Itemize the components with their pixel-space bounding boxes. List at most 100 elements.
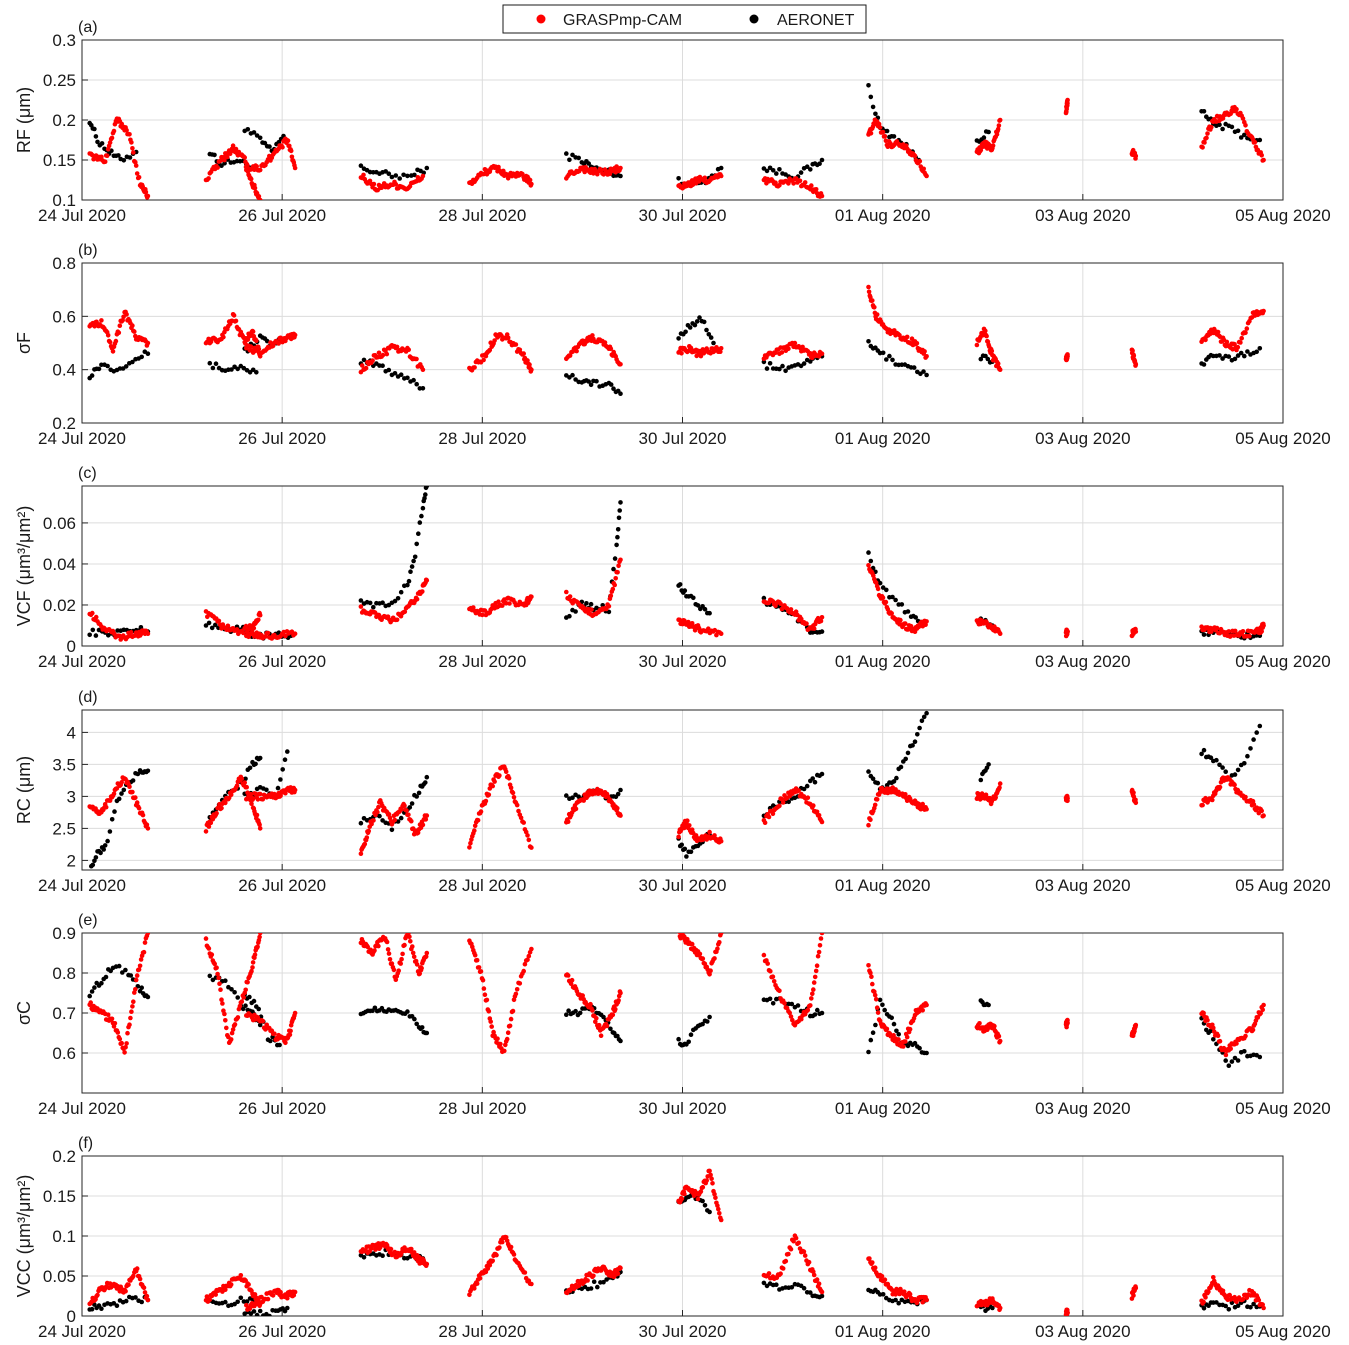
point-aeronet xyxy=(90,627,96,633)
point-graspmp-cam xyxy=(924,806,929,812)
point-graspmp-cam xyxy=(815,953,821,959)
point-aeronet xyxy=(101,847,106,852)
point-aeronet xyxy=(588,601,594,607)
point-graspmp-cam xyxy=(715,946,720,951)
point-graspmp-cam xyxy=(370,358,375,363)
point-graspmp-cam xyxy=(482,992,488,997)
point-aeronet xyxy=(282,757,288,762)
y-tick-label: 0.8 xyxy=(52,254,76,273)
point-graspmp-cam xyxy=(997,1038,1003,1044)
point-aeronet xyxy=(586,379,591,384)
point-graspmp-cam xyxy=(1251,802,1257,807)
point-aeronet xyxy=(573,377,578,382)
point-graspmp-cam xyxy=(1240,629,1246,634)
point-aeronet xyxy=(780,363,785,369)
point-aeronet xyxy=(896,1032,901,1037)
point-aeronet xyxy=(1201,362,1207,367)
point-graspmp-cam xyxy=(224,1025,229,1031)
point-graspmp-cam xyxy=(423,954,429,959)
point-aeronet xyxy=(1254,349,1259,355)
point-graspmp-cam xyxy=(386,951,392,956)
point-graspmp-cam xyxy=(716,1206,721,1212)
point-aeronet xyxy=(372,1005,378,1011)
point-graspmp-cam xyxy=(904,1034,910,1040)
point-aeronet xyxy=(1251,737,1256,742)
point-aeronet xyxy=(924,1050,929,1056)
panels-group: 0.10.150.20.250.324 Jul 2020 26 Jul 2020 2… xyxy=(14,19,1331,1341)
point-graspmp-cam xyxy=(393,977,399,982)
point-graspmp-cam xyxy=(513,342,519,347)
point-aeronet xyxy=(697,315,702,320)
point-aeronet xyxy=(611,566,616,572)
point-graspmp-cam xyxy=(814,963,820,968)
y-tick-label: 0.6 xyxy=(52,307,76,326)
point-aeronet xyxy=(915,732,920,737)
point-aeronet xyxy=(978,777,984,783)
point-aeronet xyxy=(377,813,382,819)
point-aeronet xyxy=(89,1306,95,1312)
point-aeronet xyxy=(412,1016,417,1022)
point-aeronet xyxy=(405,375,410,381)
point-graspmp-cam xyxy=(130,1004,135,1009)
point-graspmp-cam xyxy=(585,1278,590,1283)
point-graspmp-cam xyxy=(907,1026,913,1032)
point-graspmp-cam xyxy=(500,1239,505,1245)
point-graspmp-cam xyxy=(1133,1022,1139,1028)
point-graspmp-cam xyxy=(590,1008,595,1013)
point-graspmp-cam xyxy=(1228,1046,1233,1051)
point-graspmp-cam xyxy=(780,800,786,805)
point-aeronet xyxy=(139,985,144,990)
point-graspmp-cam xyxy=(483,798,489,804)
point-graspmp-cam xyxy=(486,792,492,797)
point-aeronet xyxy=(1226,354,1232,359)
point-aeronet xyxy=(894,1028,899,1034)
point-aeronet xyxy=(207,360,213,366)
point-graspmp-cam xyxy=(812,974,818,980)
x-tick-label: 03 Aug 2020 xyxy=(1035,1099,1130,1118)
point-aeronet xyxy=(683,329,688,335)
point-graspmp-cam xyxy=(123,1045,128,1050)
point-graspmp-cam xyxy=(138,957,144,962)
point-aeronet xyxy=(361,1255,367,1260)
point-graspmp-cam xyxy=(1211,1025,1216,1031)
point-graspmp-cam xyxy=(409,818,414,824)
point-aeronet xyxy=(573,609,578,614)
point-graspmp-cam xyxy=(229,1030,235,1036)
point-aeronet xyxy=(1257,1054,1263,1060)
point-graspmp-cam xyxy=(474,957,480,963)
point-aeronet xyxy=(411,377,416,383)
point-graspmp-cam xyxy=(232,1022,238,1027)
point-aeronet xyxy=(1229,124,1235,130)
point-graspmp-cam xyxy=(1244,326,1250,331)
x-tick-label: 26 Jul 2020 xyxy=(238,1099,326,1118)
point-graspmp-cam xyxy=(565,973,571,978)
point-graspmp-cam xyxy=(414,356,419,362)
point-aeronet xyxy=(764,168,770,174)
point-graspmp-cam xyxy=(1065,101,1070,106)
point-graspmp-cam xyxy=(700,1184,706,1190)
point-graspmp-cam xyxy=(103,804,109,810)
point-graspmp-cam xyxy=(241,630,246,636)
point-graspmp-cam xyxy=(216,975,221,981)
point-graspmp-cam xyxy=(819,193,825,199)
point-aeronet xyxy=(711,340,716,346)
y-tick-label: 0.25 xyxy=(43,71,76,90)
point-aeronet xyxy=(880,1002,885,1008)
point-aeronet xyxy=(367,600,373,606)
point-graspmp-cam xyxy=(588,1001,593,1007)
point-aeronet xyxy=(98,850,103,856)
point-graspmp-cam xyxy=(984,333,989,339)
point-graspmp-cam xyxy=(209,952,215,957)
point-graspmp-cam xyxy=(394,344,400,350)
point-graspmp-cam xyxy=(880,595,886,600)
point-aeronet xyxy=(1199,751,1204,757)
point-graspmp-cam xyxy=(718,933,724,936)
point-graspmp-cam xyxy=(907,1291,913,1297)
point-graspmp-cam xyxy=(809,996,814,1001)
point-graspmp-cam xyxy=(525,957,530,962)
point-graspmp-cam xyxy=(811,1272,817,1278)
point-aeronet xyxy=(618,500,623,505)
point-graspmp-cam xyxy=(283,633,288,639)
point-graspmp-cam xyxy=(257,791,263,797)
